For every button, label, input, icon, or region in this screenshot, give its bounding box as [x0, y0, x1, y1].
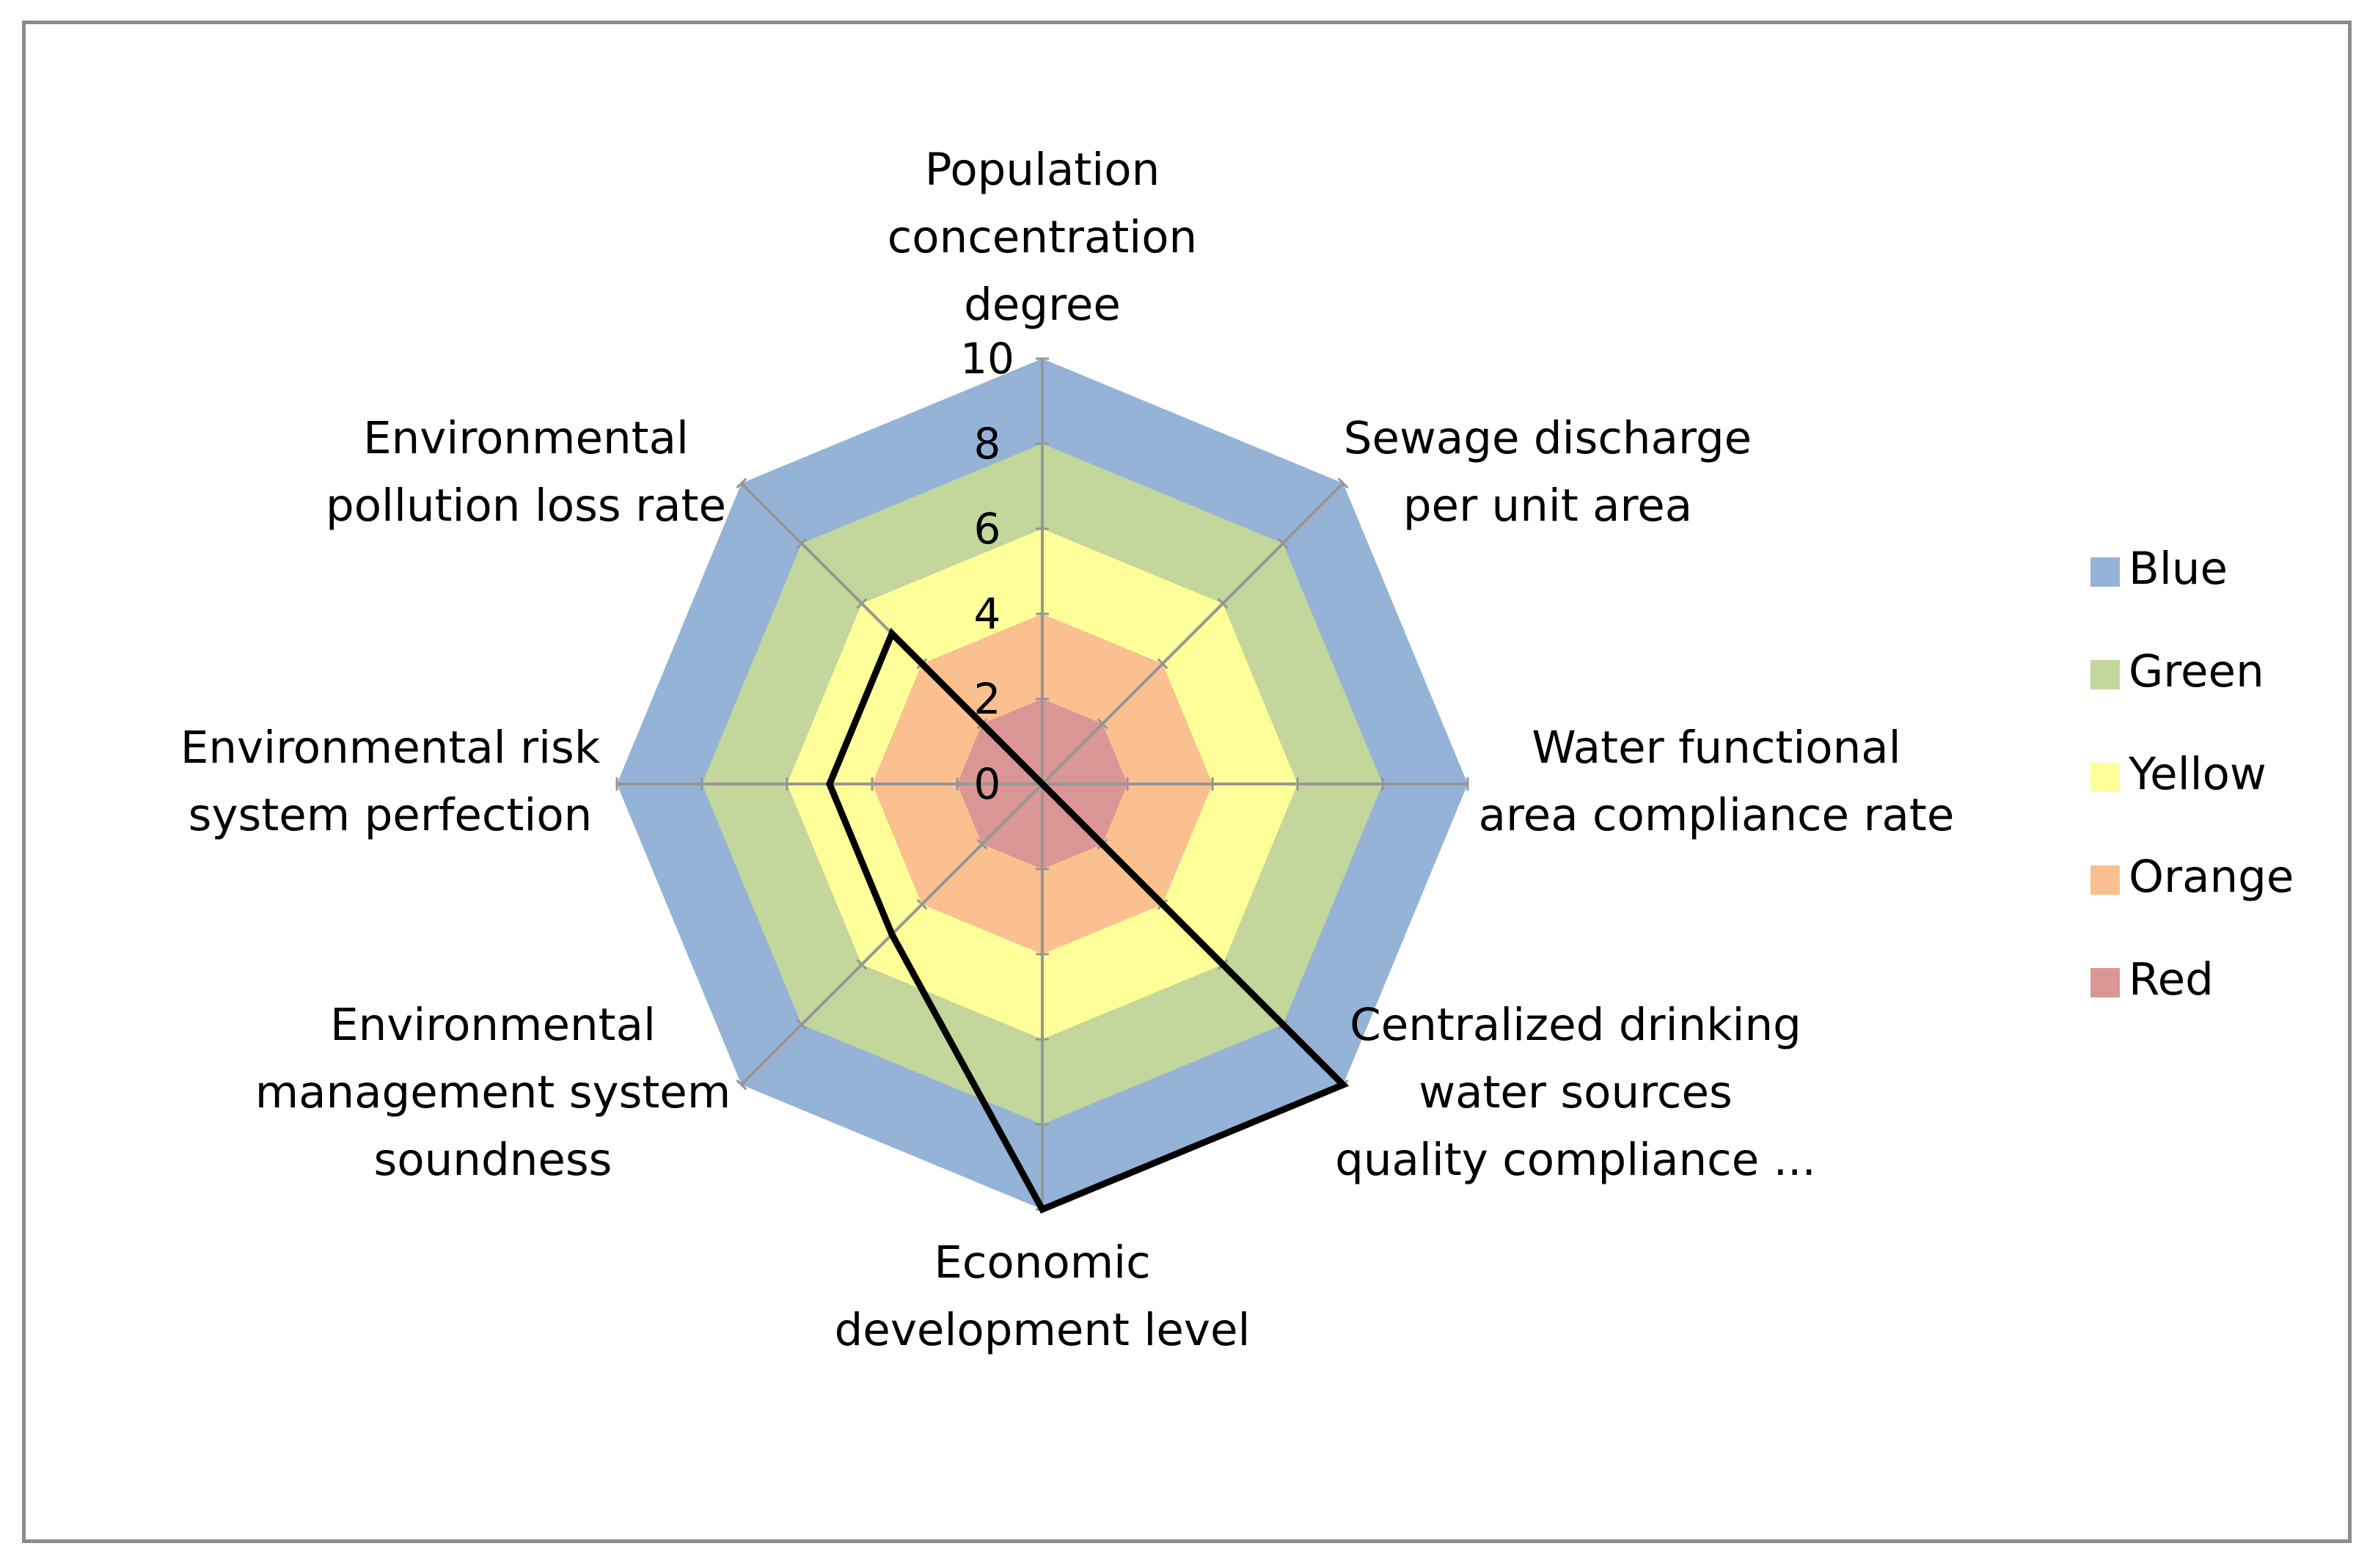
- axis-label-line: Population: [925, 144, 1160, 196]
- legend-swatch-blue: [2090, 557, 2120, 587]
- tick-label: 10: [960, 334, 1014, 384]
- axis-label: Centralized drinking water sources quality…: [1335, 999, 1816, 1186]
- axis-label-line: system perfection: [189, 789, 593, 841]
- axis-label: Sewage discharge per unit area: [1344, 412, 1752, 532]
- legend-label: Red: [2129, 953, 2214, 1005]
- legend: Blue Green Yellow Orange Red: [2090, 543, 2294, 1005]
- tick-mark: [1277, 538, 1289, 549]
- axis-label-line: management system: [255, 1066, 731, 1118]
- legend-swatch-red: [2090, 968, 2120, 997]
- axis-label-line: Environmental risk: [180, 722, 601, 774]
- tick-mark: [1217, 598, 1229, 609]
- tick-labels: 0 2 4 6 8 10: [960, 334, 1014, 809]
- tick-marks: [615, 357, 1469, 1211]
- tick-mark: [736, 1079, 747, 1091]
- axis-label: Economic development level: [835, 1237, 1251, 1356]
- legend-label: Green: [2129, 645, 2264, 697]
- legend-label: Yellow: [2128, 748, 2267, 800]
- series-line: [826, 627, 1350, 1214]
- axis-label-line: per unit area: [1403, 480, 1692, 532]
- tick-mark: [736, 477, 747, 489]
- tick-mark: [1157, 658, 1168, 670]
- legend-swatch-orange: [2090, 865, 2120, 895]
- legend-label: Orange: [2129, 851, 2294, 903]
- tick-label: 6: [974, 504, 1001, 554]
- axis-label-line: development level: [835, 1304, 1251, 1356]
- tick-mark: [976, 838, 988, 850]
- tick-label: 4: [974, 589, 1001, 639]
- tick-mark: [796, 1019, 808, 1030]
- axis-label-line: water sources: [1419, 1066, 1733, 1118]
- axis-label-line: Environmental: [363, 412, 689, 464]
- tick-mark: [856, 959, 868, 970]
- axis-spoke: [1041, 482, 1345, 785]
- axis-label-line: Centralized drinking: [1350, 999, 1801, 1051]
- axis-label-line: Sewage discharge: [1344, 412, 1752, 464]
- axis-label-line: pollution loss rate: [326, 480, 726, 532]
- legend-label: Blue: [2129, 543, 2228, 595]
- axis-label: Environmental management system soundness: [255, 999, 731, 1186]
- axis-label-line: Water functional: [1532, 722, 1900, 774]
- legend-swatch-yellow: [2090, 763, 2120, 792]
- tick-mark: [796, 538, 808, 549]
- axis-label-line: degree: [964, 279, 1121, 331]
- data-series: [826, 627, 1350, 1214]
- tick-mark: [1097, 718, 1108, 730]
- axis-label: Population concentration degree: [888, 144, 1197, 331]
- axis-label-line: Economic: [934, 1237, 1150, 1289]
- axis-label-line: concentration: [888, 211, 1197, 263]
- axis-label-line: soundness: [374, 1134, 612, 1186]
- axis-label: Environmental risk system perfection: [180, 722, 601, 841]
- axis-label: Environmental pollution loss rate: [326, 412, 726, 532]
- tick-label: 2: [974, 674, 1001, 724]
- legend-swatch-green: [2090, 660, 2120, 689]
- tick-mark: [856, 598, 868, 609]
- axis-labels: Population concentration degree Sewage disc…: [180, 144, 1955, 1356]
- tick-label: 0: [974, 759, 1001, 809]
- tick-mark: [916, 898, 928, 910]
- axis-label-line: quality compliance ...: [1335, 1134, 1816, 1186]
- tick-mark: [1337, 477, 1349, 489]
- axis-label: Water functional area compliance rate: [1479, 722, 1955, 841]
- axis-label-line: Environmental: [330, 999, 656, 1051]
- axis-label-line: area compliance rate: [1479, 789, 1955, 841]
- tick-label: 8: [974, 419, 1001, 469]
